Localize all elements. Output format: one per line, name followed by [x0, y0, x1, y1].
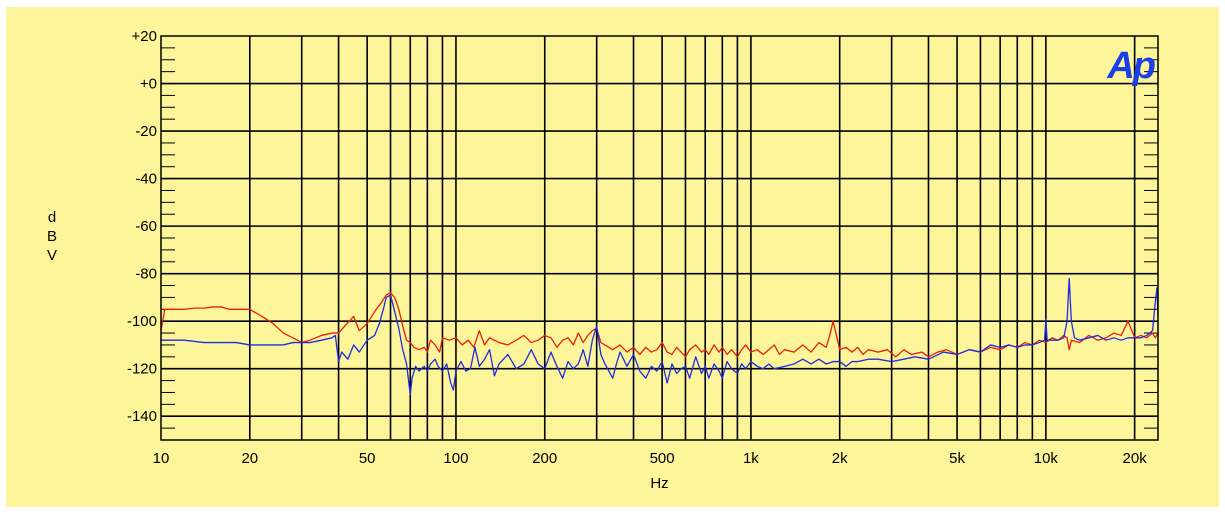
x-tick-label: 10: [153, 450, 170, 467]
series-line-1: [160, 292, 1159, 358]
x-tick-label: 10k: [1034, 450, 1059, 467]
grid: [161, 35, 1158, 441]
x-tick-label: 1k: [743, 450, 759, 467]
y-tick-label: +20: [132, 28, 157, 45]
y-tick-label: -80: [135, 266, 157, 283]
x-tick-labels: 10 20 50 100 200 500 1k 2k 5k 10k 20k: [153, 450, 1148, 467]
y-tick-label: -40: [135, 171, 157, 188]
x-tick-label: 5k: [949, 450, 965, 467]
x-tick-label: 20: [241, 450, 258, 467]
x-tick-label: 100: [443, 450, 468, 467]
x-tick-label: 500: [650, 450, 675, 467]
y-axis-label-char: d: [48, 209, 56, 226]
y-tick-label: -100: [127, 313, 157, 330]
y-axis-label: dBV: [47, 209, 57, 264]
series-line-2: [161, 277, 1159, 396]
y-tick-labels: +20 +0 -20 -40 -60 -80 -100 -120 -140: [127, 28, 157, 425]
series-layer: [160, 277, 1159, 396]
y-tick-label: +0: [140, 76, 157, 93]
x-tick-label: 50: [359, 450, 376, 467]
y-axis-label-char: V: [47, 247, 57, 264]
plot-frame: [160, 35, 1159, 441]
chart-svg: +20 +0 -20 -40 -60 -80 -100 -120 -140 10 20 50 100 2…: [47, 28, 1159, 492]
chart-panel: +20 +0 -20 -40 -60 -80 -100 -120 -140 10 20 50 100 2…: [6, 7, 1219, 507]
y-tick-label: -20: [135, 123, 157, 140]
y-tick-label: -120: [127, 361, 157, 378]
y-tick-label: -140: [127, 408, 157, 425]
ap-logo: Ap: [1106, 45, 1154, 87]
y-tick-label: -60: [135, 218, 157, 235]
x-tick-label: 200: [532, 450, 557, 467]
y-axis-label-char: B: [47, 228, 57, 245]
x-tick-label: 20k: [1123, 450, 1148, 467]
x-axis-label: Hz: [650, 475, 668, 492]
x-tick-label: 2k: [832, 450, 848, 467]
